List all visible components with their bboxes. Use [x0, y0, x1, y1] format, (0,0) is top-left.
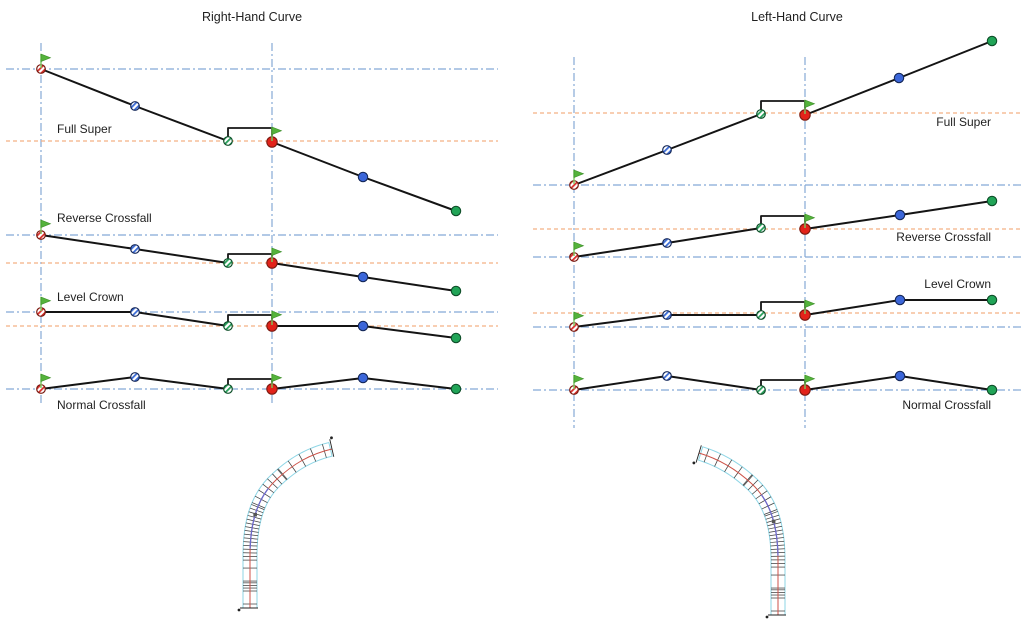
flag-icon-edge: [40, 219, 52, 228]
rotation-step-bracket: [227, 314, 273, 326]
section-label-normal-crossfall: Normal Crossfall: [902, 398, 991, 412]
marker-solid-green: [450, 332, 462, 344]
marker-hatched-blue: [130, 372, 140, 382]
flag-icon-edge: [40, 296, 52, 305]
section-label-level-crown: Level Crown: [924, 277, 991, 291]
section-label-full-super: Full Super: [57, 122, 112, 136]
marker-solid-green: [450, 285, 462, 297]
rotation-step-bracket: [227, 253, 273, 263]
flag-icon-edge: [573, 374, 585, 383]
left-hand-curve-plan-curve-overlay: [761, 494, 779, 556]
marker-solid-green: [986, 195, 998, 207]
flag-icon-centerline: [804, 374, 816, 383]
left-hand-curve-plan-guide: [699, 453, 778, 615]
left-hand-curve-plan-edge-line: [698, 459, 772, 616]
marker-solid-green: [986, 35, 998, 47]
marker-solid-green: [986, 294, 998, 306]
flag-icon-edge: [573, 311, 585, 320]
panel-title-left-hand-curve: Left-Hand Curve: [751, 10, 843, 24]
right-hand-curve-plan-edge-line: [242, 442, 330, 609]
marker-solid-blue: [357, 320, 369, 332]
marker-solid-blue: [894, 209, 906, 221]
marker-solid-blue: [893, 72, 905, 84]
marker-solid-blue: [357, 171, 369, 183]
flag-icon-edge: [40, 53, 52, 62]
marker-hatched-green: [223, 258, 233, 268]
rotation-step-bracket: [760, 215, 806, 229]
section-label-full-super: Full Super: [936, 115, 991, 129]
flag-icon-centerline: [804, 213, 816, 222]
rotation-step-bracket: [227, 378, 273, 389]
marker-hatched-green: [756, 310, 766, 320]
left-hand-curve-plan-station-end-dot: [692, 461, 696, 465]
marker-hatched-blue: [662, 371, 672, 381]
flag-icon-centerline: [804, 299, 816, 308]
right-hand-curve-plan-guide: [250, 449, 332, 608]
right-hand-curve-plan-centerline: [249, 448, 333, 608]
left-hand-curve-plan-centerline: [698, 452, 779, 615]
section-label-reverse-crossfall: Reverse Crossfall: [57, 211, 152, 225]
marker-solid-green: [986, 384, 998, 396]
flag-icon-edge: [40, 373, 52, 382]
left-hand-curve-plan-station-end-dot: [765, 615, 769, 619]
marker-hatched-blue: [130, 244, 140, 254]
flag-icon-centerline: [271, 126, 283, 135]
flag-icon-edge: [573, 241, 585, 250]
right-hand-curve-plan-station-end-mark: [329, 439, 335, 457]
flag-icon-centerline: [271, 247, 283, 256]
right-hand-curve-plan-curve-overlay: [249, 488, 269, 549]
marker-solid-green: [450, 205, 462, 217]
right-hand-curve-plan-station-end-dot: [237, 608, 241, 612]
right-hand-curve-plan-station-mark: [253, 512, 257, 517]
flag-icon-centerline: [271, 373, 283, 382]
marker-hatched-green: [756, 385, 766, 395]
section-label-level-crown: Level Crown: [57, 290, 124, 304]
marker-hatched-blue: [662, 145, 672, 155]
left-hand-curve-plan-edge-line: [702, 446, 786, 616]
rotation-step-bracket: [760, 301, 806, 315]
marker-hatched-blue: [130, 101, 140, 111]
marker-solid-blue: [357, 372, 369, 384]
flag-icon-centerline: [804, 99, 816, 108]
rotation-step-bracket: [760, 100, 806, 115]
section-label-reverse-crossfall: Reverse Crossfall: [896, 230, 991, 244]
marker-hatched-blue: [662, 310, 672, 320]
marker-solid-blue: [357, 271, 369, 283]
flag-icon-edge: [573, 169, 585, 178]
marker-hatched-blue: [662, 238, 672, 248]
rotation-step-bracket: [760, 379, 806, 390]
marker-hatched-green: [223, 321, 233, 331]
marker-solid-blue: [894, 294, 906, 306]
left-hand-curve-plan-station-end-mark: [695, 445, 702, 463]
right-hand-curve-plan-edge-line: [256, 455, 333, 609]
section-label-normal-crossfall: Normal Crossfall: [57, 398, 146, 412]
rotation-step-bracket: [227, 127, 273, 142]
marker-hatched-green: [223, 384, 233, 394]
marker-hatched-green: [223, 136, 233, 146]
marker-hatched-blue: [130, 307, 140, 317]
marker-solid-green: [450, 383, 462, 395]
marker-hatched-green: [756, 223, 766, 233]
marker-hatched-green: [756, 109, 766, 119]
flag-icon-centerline: [271, 310, 283, 319]
left-hand-curve-plan-station-mark: [771, 519, 776, 524]
right-hand-curve-plan-station-end-dot: [330, 436, 333, 440]
marker-solid-blue: [894, 370, 906, 382]
panel-title-right-hand-curve: Right-Hand Curve: [201, 10, 303, 24]
